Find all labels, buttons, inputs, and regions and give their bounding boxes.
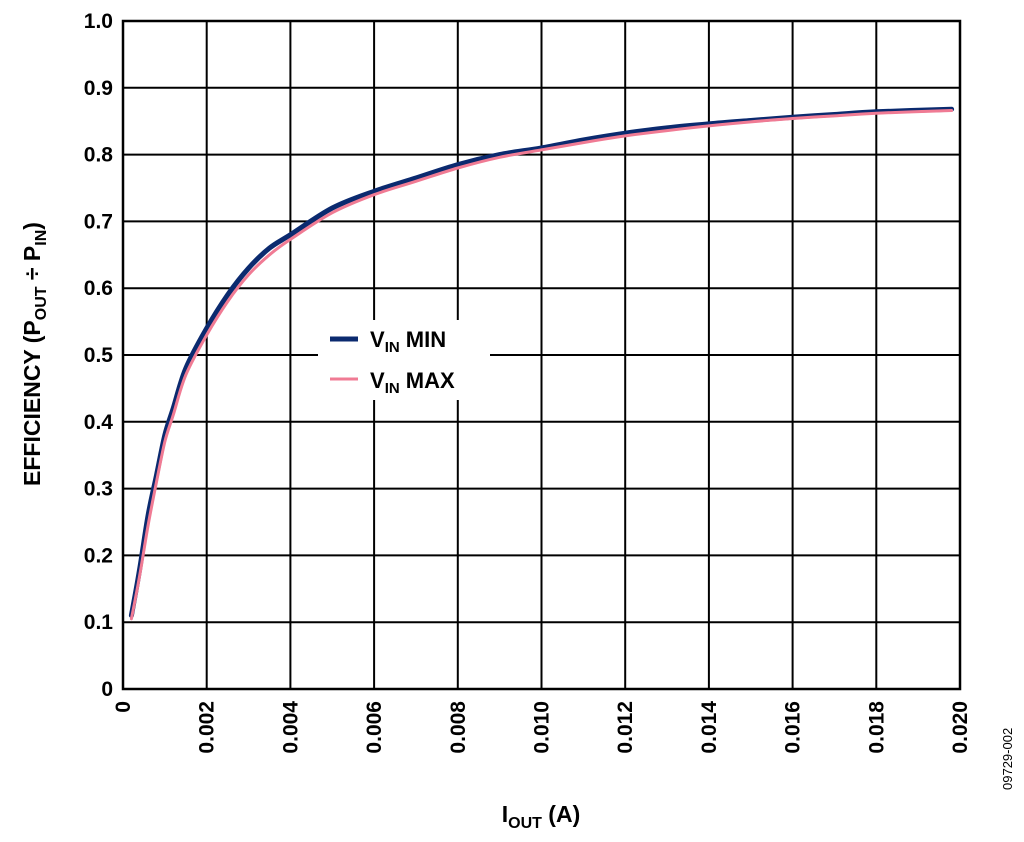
legend-label-vin-max: VIN MAX [370, 368, 455, 397]
x-tick-labels: 0 0.002 0.004 0.006 0.008 0.010 0.012 0.014 0.01… [112, 701, 972, 754]
x-tick-label: 0.020 [949, 701, 972, 754]
series-layer [128, 106, 955, 621]
y-tick-label: 0.4 [84, 411, 114, 434]
x-tick-label: 0.006 [363, 701, 386, 754]
y-tick-label: 0 [101, 678, 113, 701]
y-axis-title: EFFICIENCY (POUT ÷ PIN) [19, 222, 50, 486]
y-tick-label: 0.1 [84, 611, 114, 634]
x-tick-label: 0 [112, 701, 135, 713]
y-tick-label: 0.7 [84, 210, 113, 233]
grid [123, 21, 960, 689]
x-tick-label: 0.018 [865, 701, 888, 754]
y-tick-label: 0.3 [84, 478, 113, 501]
x-tick-label: 0.002 [196, 701, 219, 754]
x-tick-label: 0.016 [782, 701, 805, 754]
x-axis-title: IOUT (A) [502, 801, 581, 832]
series-line-vin-max [129, 109, 954, 621]
legend-label-vin-min: VIN MIN [370, 327, 446, 356]
legend: VIN MIN VIN MAX [318, 320, 490, 400]
y-tick-labels: 0 0.1 0.2 0.3 0.4 0.5 0.6 0.7 0.8 0.9 1.0 [84, 10, 114, 701]
figure-id: 09729-002 [1000, 728, 1015, 790]
x-tick-label: 0.004 [279, 701, 302, 754]
x-tick-label: 0.012 [614, 701, 637, 754]
y-tick-label: 0.8 [84, 144, 114, 167]
y-tick-label: 0.9 [84, 77, 113, 100]
legend-background [318, 320, 490, 400]
y-tick-label: 1.0 [84, 10, 113, 33]
y-tick-label: 0.2 [84, 544, 113, 567]
x-tick-label: 0.008 [447, 701, 470, 754]
y-tick-label: 0.6 [84, 277, 113, 300]
x-tick-label: 0.010 [531, 701, 554, 754]
y-tick-label: 0.5 [84, 344, 114, 367]
x-tick-label: 0.014 [698, 701, 721, 754]
plot-frame [121, 19, 962, 691]
